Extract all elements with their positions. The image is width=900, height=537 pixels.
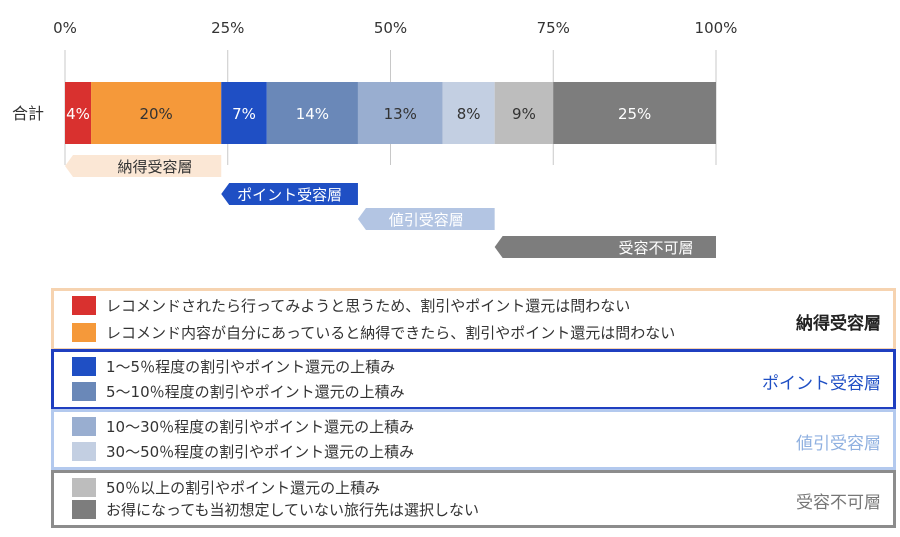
data-label: 9% (512, 105, 536, 123)
x-tick-label: 25% (211, 19, 244, 37)
legend-label: レコメンド内容が自分にあっていると納得できたら、割引やポイント還元は問わない (106, 323, 676, 342)
legend-item: 10〜30％程度の割引やポイント還元の上積み (72, 416, 414, 436)
bar-segment (494, 82, 554, 144)
bar-segment (442, 82, 495, 144)
legend-item: 1〜5％程度の割引やポイント還元の上積み (72, 356, 395, 376)
legend-group: 10〜30％程度の割引やポイント還元の上積み 30〜50％程度の割引やポイント還元… (51, 409, 896, 470)
legend-label: 5〜10％程度の割引やポイント還元の上積み (106, 382, 405, 401)
bar-segment (357, 82, 443, 144)
data-label: 4% (66, 105, 90, 123)
bar-segment (266, 82, 358, 144)
bar-segment (221, 82, 267, 144)
legend-label: 50％以上の割引やポイント還元の上積み (106, 478, 381, 497)
legend-swatch (72, 499, 96, 519)
data-label: 8% (457, 105, 481, 123)
x-tick-label: 50% (374, 19, 407, 37)
legend-group: レコメンドされたら行ってみようと思うため、割引やポイント還元は問わないレコメンド… (51, 288, 896, 351)
bracket-label: ポイント受容層 (237, 186, 342, 204)
legend-swatch (72, 477, 96, 497)
bar-segment (91, 82, 222, 144)
legend-item: 30〜50％程度の割引やポイント還元の上積み (72, 441, 414, 461)
bracket-band (357, 208, 495, 230)
bar-segment (65, 82, 92, 144)
legend-group: 50％以上の割引やポイント還元の上積みお得になっても当初想定していない旅行先は選… (51, 470, 896, 528)
legend-label: 30〜50％程度の割引やポイント還元の上積み (106, 442, 415, 461)
data-label: 13% (384, 105, 417, 123)
data-label: 25% (618, 105, 651, 123)
legend-label: 1〜5％程度の割引やポイント還元の上積み (106, 357, 396, 376)
data-label: 7% (232, 105, 256, 123)
x-tick-label: 75% (537, 19, 570, 37)
legend-item: お得になっても当初想定していない旅行先は選択しない (72, 499, 479, 519)
data-label: 20% (139, 105, 172, 123)
bracket-label: 値引受容層 (389, 211, 464, 229)
legend-item: 50％以上の割引やポイント還元の上積み (72, 477, 380, 497)
legend-group-title: ポイント受容層 (762, 373, 881, 394)
x-tick-label: 100% (695, 19, 738, 37)
legend-swatch (72, 381, 96, 401)
bracket-band (494, 236, 716, 258)
legend-group-title: 納得受容層 (796, 313, 881, 334)
legend-swatch (72, 322, 96, 342)
legend-group-title: 受容不可層 (796, 493, 881, 513)
bracket-label: 受容不可層 (618, 239, 693, 257)
legend-label: 10〜30％程度の割引やポイント還元の上積み (106, 417, 415, 436)
bar-segment (553, 82, 716, 144)
bracket-band (221, 183, 358, 205)
legend-label: お得になっても当初想定していない旅行先は選択しない (106, 500, 480, 519)
legend-item: 5〜10％程度の割引やポイント還元の上積み (72, 381, 405, 401)
legend-swatch (72, 441, 96, 461)
legend-item: レコメンド内容が自分にあっていると納得できたら、割引やポイント還元は問わない (72, 322, 675, 342)
data-label: 14% (296, 105, 329, 123)
x-tick-label: 0% (53, 19, 77, 37)
legend-item: レコメンドされたら行ってみようと思うため、割引やポイント還元は問わない (72, 295, 630, 315)
bracket-label: 納得受容層 (117, 158, 192, 176)
legend-swatch (72, 416, 96, 436)
legend-group-title: 値引受容層 (796, 433, 881, 454)
legend-swatch (72, 295, 96, 315)
bracket-band (65, 155, 222, 177)
legend-group: 1〜5％程度の割引やポイント還元の上積み 5〜10％程度の割引やポイント還元の上積… (51, 349, 896, 410)
legend-swatch (72, 356, 96, 376)
legend-label: レコメンドされたら行ってみようと思うため、割引やポイント還元は問わない (106, 296, 631, 315)
category-label: 合計 (12, 104, 44, 123)
